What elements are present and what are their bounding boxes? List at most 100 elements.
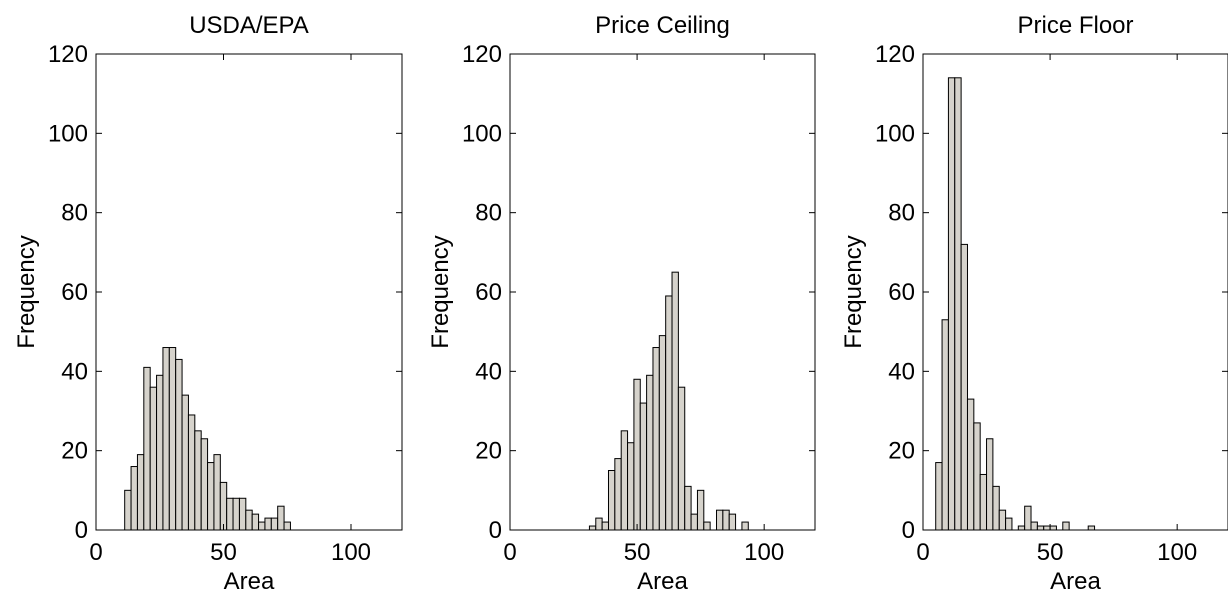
price-ceiling-bar <box>658 335 667 531</box>
price-ceiling-bar <box>614 458 622 531</box>
usda-epa-bar <box>270 517 279 531</box>
price-floor-ytick-label: 100 <box>875 120 915 147</box>
price-floor-bar <box>1087 525 1096 531</box>
usda-epa-bar <box>194 430 202 531</box>
price-floor-bar <box>1005 517 1013 531</box>
price-ceiling-bar <box>703 521 711 531</box>
usda-epa-bar <box>162 347 170 531</box>
price-floor-bar <box>992 485 1000 531</box>
usda-epa-bar <box>226 497 234 531</box>
price-floor-bar <box>954 77 962 531</box>
usda-epa-bar <box>264 517 272 531</box>
price-ceiling-ytick-label: 20 <box>475 438 502 465</box>
usda-epa-title: USDA/EPA <box>189 12 309 39</box>
price-ceiling-bar <box>607 470 616 531</box>
usda-epa-bar <box>136 454 145 531</box>
price-floor-title: Price Floor <box>1017 12 1133 39</box>
usda-epa-bar <box>283 521 291 531</box>
price-ceiling-bar <box>696 489 705 531</box>
price-floor-bar <box>966 398 975 531</box>
usda-epa-bar <box>277 505 285 531</box>
price-ceiling-bar <box>652 347 660 531</box>
price-floor-xtick-label: 100 <box>1157 539 1197 566</box>
price-ceiling-bar <box>728 513 737 531</box>
price-floor-xtick-label: 50 <box>1037 539 1064 566</box>
price-floor-bar <box>960 243 968 531</box>
usda-epa-xtick-label: 100 <box>331 539 371 566</box>
price-floor-xtick-label: 0 <box>916 539 929 566</box>
price-floor-bar <box>973 422 981 531</box>
usda-epa-ytick-label: 60 <box>61 279 88 306</box>
price-ceiling-xtick-label: 50 <box>624 539 651 566</box>
usda-epa-bar <box>213 454 221 531</box>
price-ceiling-bar <box>627 442 635 531</box>
price-floor-bar <box>947 77 956 531</box>
price-floor-bar <box>1036 525 1045 531</box>
price-ceiling-xtick-label: 100 <box>744 539 784 566</box>
price-ceiling-bar <box>646 374 654 531</box>
price-ceiling-ytick-label: 60 <box>475 279 502 306</box>
usda-epa-bar <box>258 521 266 531</box>
price-floor-bar <box>935 462 943 531</box>
usda-epa-bar <box>168 347 177 531</box>
usda-epa-ytick-label: 100 <box>48 120 88 147</box>
usda-epa-y-axis-label: Frequency <box>13 235 40 348</box>
price-floor-bar <box>986 438 994 531</box>
price-floor-bar <box>1017 525 1026 531</box>
price-floor-ytick-label: 60 <box>888 279 915 306</box>
usda-epa-ytick-label: 40 <box>61 358 88 385</box>
price-ceiling-bar <box>601 521 609 531</box>
usda-epa-x-axis-label: Area <box>224 568 275 595</box>
price-ceiling-x-axis-label: Area <box>637 568 688 595</box>
usda-epa-bar <box>181 394 189 531</box>
price-ceiling-bar <box>690 513 698 531</box>
price-ceiling-ytick-label: 120 <box>462 41 502 68</box>
usda-epa-bar <box>207 462 215 531</box>
usda-epa-bar <box>232 497 240 531</box>
price-ceiling-bar <box>741 521 749 531</box>
price-ceiling-title: Price Ceiling <box>595 12 730 39</box>
usda-epa-bar <box>143 366 151 531</box>
usda-epa-bar <box>251 513 260 531</box>
usda-epa-bar <box>245 509 253 531</box>
price-floor-ytick-label: 120 <box>875 41 915 68</box>
histogram-panel-usda-epa: 0 20 40 60 80 100 120 0 50 100 USDA/EPA Area Frequen… <box>13 12 403 595</box>
price-floor-bar <box>941 319 949 531</box>
usda-epa-bar <box>175 358 183 531</box>
price-ceiling-ytick-label: 40 <box>475 358 502 385</box>
usda-epa-bar <box>124 489 132 531</box>
usda-epa-bar <box>149 386 158 531</box>
price-ceiling-bar <box>677 386 686 531</box>
price-ceiling-bar <box>620 430 629 531</box>
price-floor-x-axis-label: Area <box>1050 568 1101 595</box>
price-floor-ytick-label: 40 <box>888 358 915 385</box>
price-floor-bar <box>1062 521 1070 531</box>
price-ceiling-bar <box>722 509 730 531</box>
usda-epa-bar <box>238 497 247 531</box>
price-ceiling-ytick-label: 0 <box>489 517 502 544</box>
price-floor-ytick-label: 20 <box>888 438 915 465</box>
usda-epa-ytick-label: 120 <box>48 41 88 68</box>
usda-epa-xtick-label: 50 <box>210 539 237 566</box>
usda-epa-ytick-label: 0 <box>75 517 88 544</box>
price-floor-y-axis-label: Frequency <box>840 235 867 348</box>
usda-epa-bar <box>156 374 164 531</box>
price-ceiling-bar <box>684 485 692 531</box>
price-ceiling-bar <box>633 378 641 531</box>
histogram-panel-price-ceiling: 0 20 40 60 80 100 120 0 50 100 Price Ceiling Area Fr… <box>427 12 816 595</box>
price-floor-ytick-label: 0 <box>902 517 915 544</box>
price-ceiling-ytick-label: 100 <box>462 120 502 147</box>
price-floor-bar <box>979 473 988 531</box>
price-ceiling-bar <box>595 517 603 531</box>
usda-epa-xtick-label: 0 <box>89 539 102 566</box>
usda-epa-ytick-label: 20 <box>61 438 88 465</box>
price-ceiling-ytick-label: 80 <box>475 200 502 227</box>
price-ceiling-xtick-label: 0 <box>503 539 516 566</box>
price-floor-bar <box>1030 521 1038 531</box>
usda-epa-bar <box>187 414 196 531</box>
price-floor-bar <box>1049 525 1057 531</box>
price-floor-bar <box>1024 505 1032 531</box>
price-ceiling-bar <box>671 271 679 531</box>
price-floor-bar <box>1043 525 1051 531</box>
usda-epa-bar <box>130 466 138 531</box>
